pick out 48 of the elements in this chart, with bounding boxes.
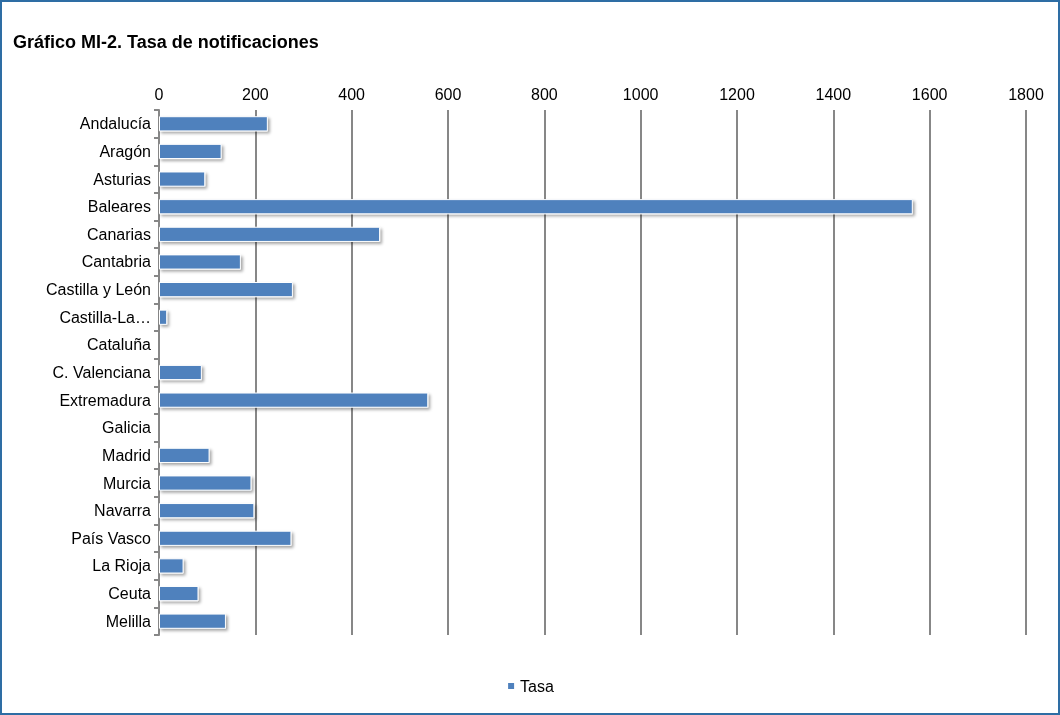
y-tick-label: Baleares	[87, 198, 151, 216]
y-tick-label: Navarra	[94, 502, 152, 520]
y-tick-label: Cantabria	[81, 253, 152, 271]
y-tick-label: Extremadura	[59, 391, 152, 409]
bar	[159, 364, 202, 381]
y-tick-label: Melilla	[105, 612, 152, 630]
x-tick-label: 200	[241, 85, 269, 103]
y-tick-label: Galicia	[102, 419, 152, 437]
y-tick-label: Castilla y León	[46, 281, 151, 299]
y-tick-label: Asturias	[93, 170, 151, 188]
y-tick-label: Canarias	[86, 225, 151, 243]
bar	[159, 199, 913, 215]
x-tick-label: 1600	[911, 85, 948, 103]
y-tick-label: Murcia	[102, 474, 152, 492]
bar	[159, 309, 168, 325]
x-tick-label: 800	[530, 85, 558, 103]
y-tick-label: C. Valenciana	[52, 364, 152, 381]
bar	[159, 392, 429, 408]
bar	[159, 530, 292, 546]
bar	[159, 254, 241, 270]
y-tick-label: Aragón	[99, 142, 151, 160]
bar	[159, 558, 184, 574]
bar	[159, 475, 252, 491]
bar	[159, 116, 268, 132]
x-tick-label: 1000	[622, 85, 659, 103]
x-tick-label: 1200	[719, 85, 755, 103]
bar	[159, 226, 381, 242]
y-tick-label: Ceuta	[108, 585, 152, 603]
y-tick-label: Madrid	[102, 446, 151, 464]
bar	[159, 171, 206, 187]
x-tick-label: 600	[434, 85, 462, 103]
x-tick-label: 1800	[1008, 85, 1044, 103]
chart-title: Gráfico MI-2. Tasa de notificaciones	[13, 32, 319, 52]
y-tick-label: Cataluña	[86, 336, 152, 354]
bar	[159, 143, 222, 160]
y-tick-label: País Vasco	[71, 529, 152, 547]
bar	[159, 447, 210, 463]
y-tick-label: Andalucía	[79, 115, 152, 133]
bar	[159, 503, 255, 519]
bar	[159, 613, 226, 629]
legend-label: Tasa	[520, 677, 554, 695]
y-tick-label: Castilla-La…	[59, 308, 151, 326]
y-tick-label: La Rioja	[92, 557, 152, 575]
bar	[159, 282, 293, 298]
x-tick-label: 0	[154, 85, 164, 103]
bar	[159, 585, 199, 602]
x-tick-label: 1400	[815, 85, 852, 103]
x-tick-label: 400	[338, 85, 366, 103]
